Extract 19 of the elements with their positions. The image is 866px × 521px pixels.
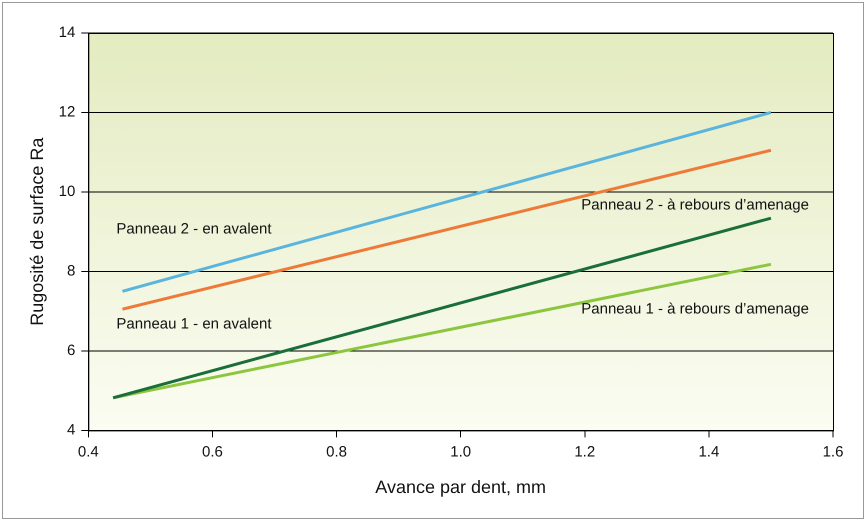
y-tick-label: 14 <box>58 24 76 42</box>
x-tick-label: 0.4 <box>78 444 99 461</box>
text: Panneau 2 - à rebours d’amenage <box>581 196 809 214</box>
x-tick-label: 1.6 <box>822 444 844 461</box>
y-tick-label: 8 <box>66 262 76 280</box>
x-tick-label: 1.4 <box>698 444 720 461</box>
x-tick-label: 1.2 <box>574 444 596 461</box>
y-tick-label: 6 <box>66 342 76 360</box>
series-label: Panneau 2 - en avalent <box>116 220 272 238</box>
x-tick-label: 0.8 <box>326 444 347 461</box>
y-tick-label: 12 <box>58 104 76 121</box>
x-tick-label: 0.6 <box>202 444 223 461</box>
x-axis-title: Avance par dent, mm <box>375 477 546 498</box>
y-tick-label: 10 <box>58 183 76 200</box>
series-label: Panneau 1 - à rebours d’amenage <box>581 300 809 318</box>
series-label: Panneau 1 - en avalent <box>116 315 272 332</box>
x-tick-label: 1.0 <box>450 444 472 461</box>
y-tick-label: 4 <box>66 422 76 439</box>
y-axis-title: Rugosité de surface Ra <box>26 136 47 326</box>
